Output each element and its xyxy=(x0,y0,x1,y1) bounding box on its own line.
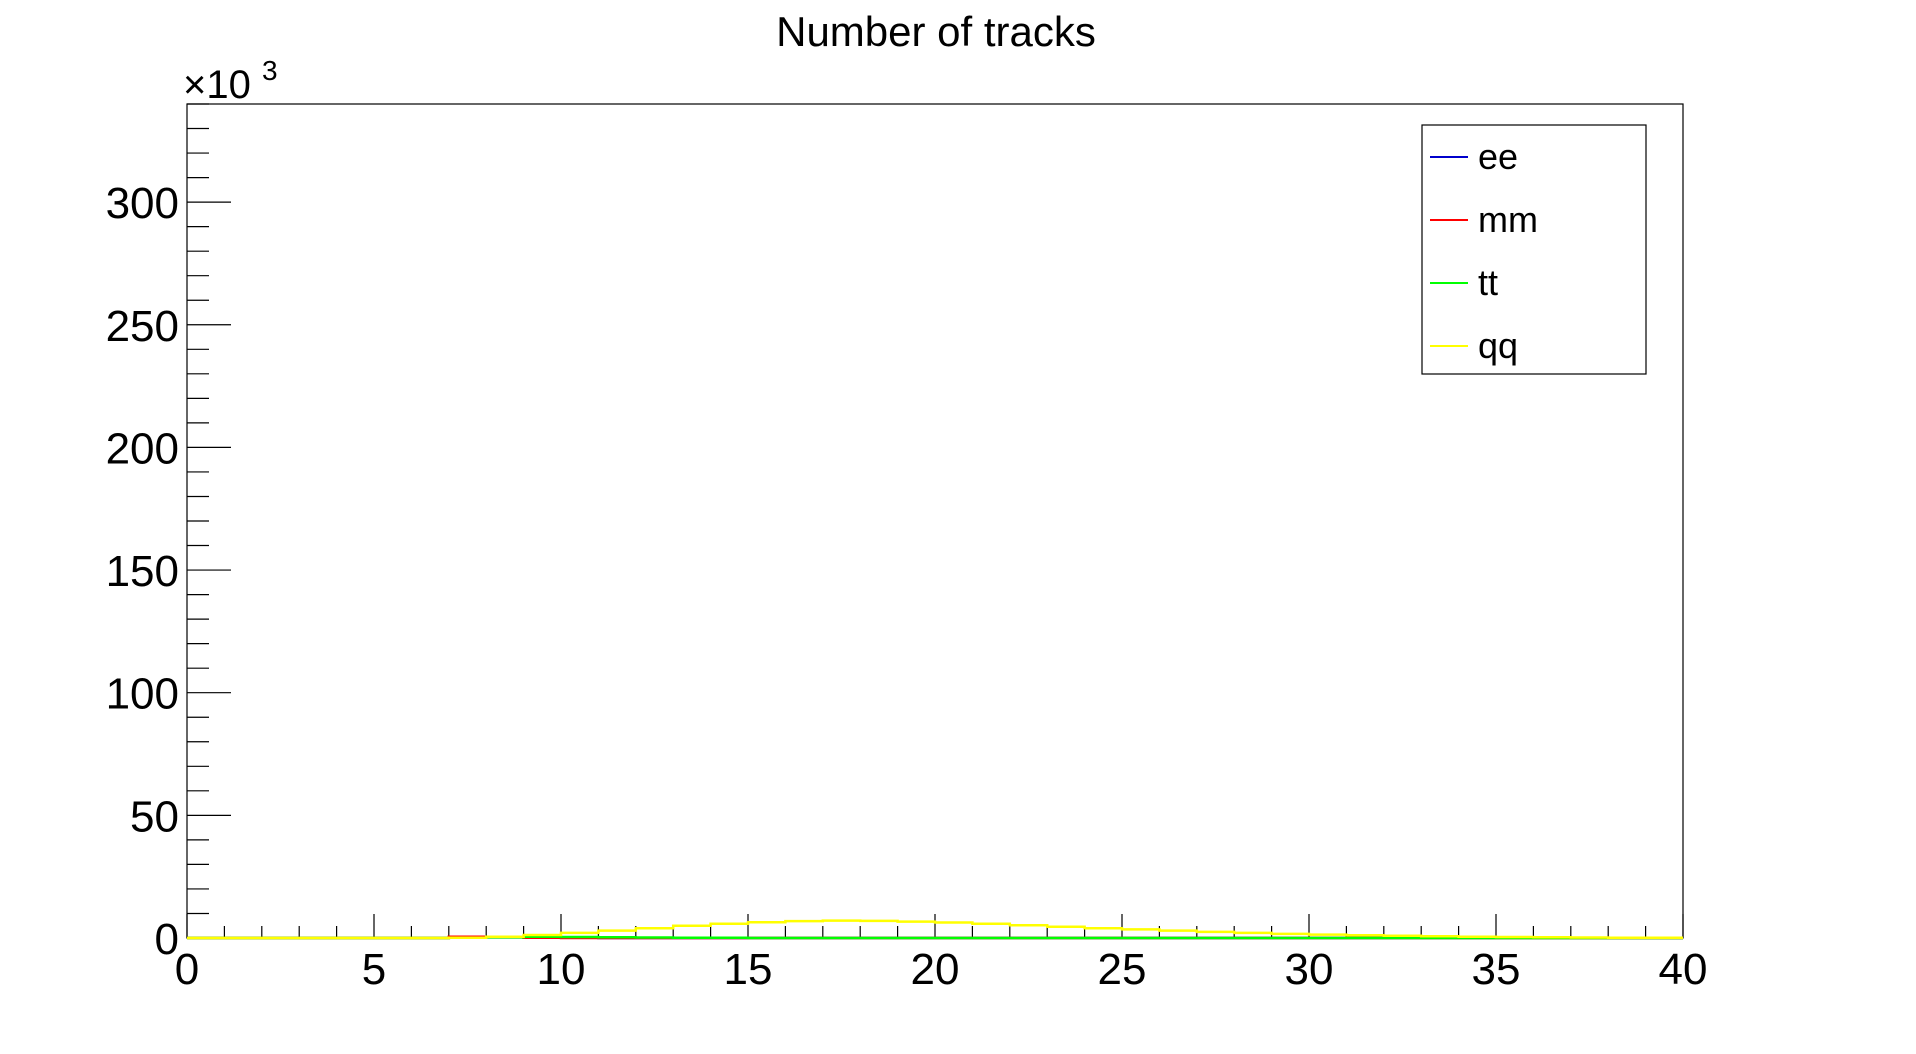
y-multiplier-base: ×10 xyxy=(183,63,251,107)
y-tick-label: 250 xyxy=(106,302,179,351)
series-lines xyxy=(187,919,1683,940)
x-tick-label: 30 xyxy=(1285,945,1334,994)
y-tick-label: 100 xyxy=(106,670,179,719)
x-tick-label: 0 xyxy=(175,945,199,994)
y-tick-label: 0 xyxy=(155,915,179,964)
x-tick-label: 20 xyxy=(911,945,960,994)
legend-tt-label: tt xyxy=(1478,262,1498,303)
y-axis-labels: 0 50 100 150 200 250 300 xyxy=(106,179,179,964)
y-tick-label: 150 xyxy=(106,547,179,596)
series-qq-line xyxy=(187,919,1683,940)
legend-ee-label: ee xyxy=(1478,136,1518,177)
legend-mm-label: mm xyxy=(1478,199,1538,240)
y-tick-label: 200 xyxy=(106,424,179,473)
y-tick-label: 50 xyxy=(130,792,179,841)
y-multiplier-exponent: 3 xyxy=(262,55,278,86)
legend-qq-label: qq xyxy=(1478,325,1518,366)
y-multiplier: ×10 3 xyxy=(183,55,278,107)
x-axis-labels: 0 5 10 15 20 25 30 35 40 xyxy=(175,945,1708,994)
y-tick-label: 300 xyxy=(106,179,179,228)
y-axis-ticks xyxy=(187,103,231,939)
x-tick-label: 35 xyxy=(1472,945,1521,994)
x-tick-label: 25 xyxy=(1098,945,1147,994)
x-tick-label: 40 xyxy=(1659,945,1708,994)
legend: ee mm tt qq xyxy=(1421,124,1647,375)
x-tick-label: 10 xyxy=(537,945,586,994)
x-axis-ticks xyxy=(186,914,1684,938)
legend-box xyxy=(1421,124,1647,375)
x-tick-label: 15 xyxy=(724,945,773,994)
x-tick-label: 5 xyxy=(362,945,386,994)
chart-title: Number of tracks xyxy=(776,8,1096,55)
